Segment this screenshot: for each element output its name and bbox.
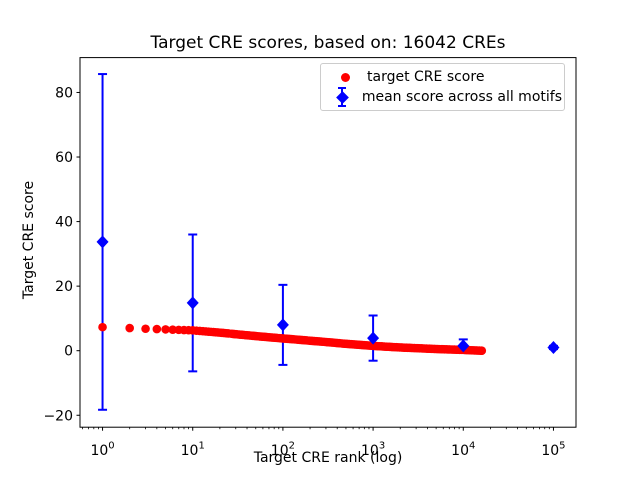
legend-item-label: target CRE score bbox=[367, 69, 485, 85]
red-series bbox=[98, 322, 487, 355]
blue-diamond-marker bbox=[96, 235, 109, 249]
axis-ticks: −20 0 20 40 60 80 100 101 102 103 104 105 bbox=[43, 85, 565, 459]
red-data-dot bbox=[477, 346, 487, 355]
x-tick-label: 102 bbox=[271, 441, 295, 460]
x-tick-label: 100 bbox=[90, 441, 114, 460]
chart-title: Target CRE scores, based on: 16042 CREs bbox=[150, 33, 506, 53]
y-tick-label: 40 bbox=[55, 215, 73, 231]
blue-diamond-errorbar-icon bbox=[335, 87, 349, 107]
y-axis-label: Target CRE score bbox=[21, 180, 37, 300]
x-tick-label: 103 bbox=[361, 441, 385, 460]
blue-diamond-marker bbox=[186, 296, 199, 310]
red-circle-marker-icon bbox=[340, 72, 350, 82]
y-tick-label: −20 bbox=[43, 408, 73, 424]
blue-errorbars bbox=[98, 73, 558, 411]
y-tick-label: 80 bbox=[55, 85, 73, 101]
y-tick-label: 60 bbox=[55, 150, 73, 166]
legend-item-target-cre-score: target CRE score bbox=[323, 67, 562, 87]
legend: target CRE score mean score across all m… bbox=[320, 63, 565, 111]
x-tick-label: 104 bbox=[451, 441, 475, 460]
blue-diamond-marker bbox=[276, 318, 289, 332]
plot-frame bbox=[79, 57, 577, 428]
red-data-dot bbox=[98, 322, 107, 332]
x-axis-label: Target CRE rank (log) bbox=[253, 450, 403, 466]
blue-diamond-marker bbox=[547, 340, 560, 354]
legend-marker-cell bbox=[323, 72, 367, 82]
legend-marker-cell bbox=[323, 87, 362, 107]
y-tick-label: 0 bbox=[64, 344, 73, 360]
blue-diamonds bbox=[96, 235, 560, 354]
x-tick-label: 101 bbox=[181, 441, 205, 460]
red-data-dot bbox=[168, 325, 178, 334]
x-tick-label: 105 bbox=[541, 441, 565, 460]
red-data-dot bbox=[141, 324, 150, 334]
legend-item-mean-score: mean score across all motifs bbox=[323, 87, 562, 107]
legend-item-label: mean score across all motifs bbox=[361, 89, 562, 105]
red-data-dot bbox=[125, 323, 134, 333]
blue-diamond-marker bbox=[457, 339, 470, 353]
red-data-dot bbox=[152, 324, 162, 334]
blue-diamond-marker bbox=[367, 331, 380, 345]
red-data-dot bbox=[161, 325, 170, 334]
y-tick-label: 20 bbox=[55, 279, 73, 295]
